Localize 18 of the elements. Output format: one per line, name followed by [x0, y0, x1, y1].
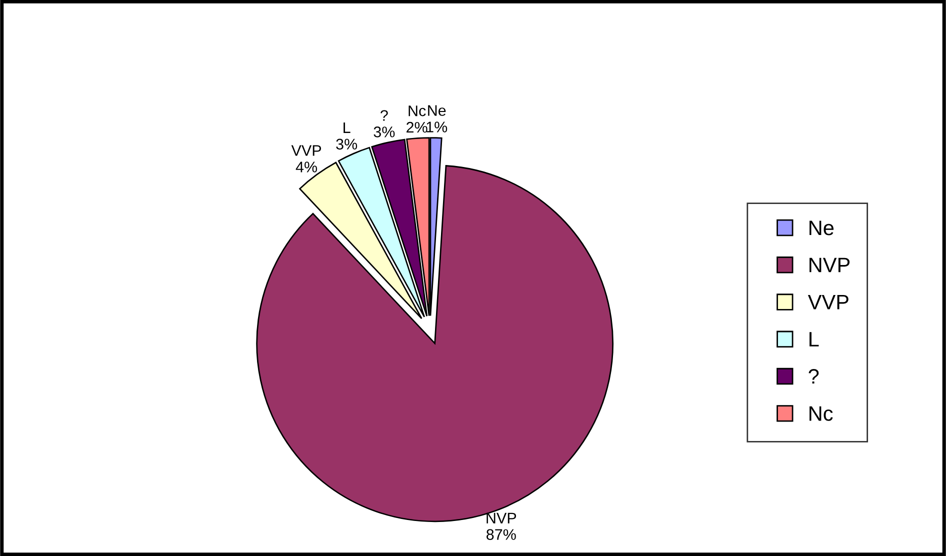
data-label: 87% [486, 529, 516, 540]
legend-label: ? [808, 369, 819, 384]
legend-label: Nc [810, 406, 833, 421]
legend-label: Ne [810, 220, 834, 236]
slice-label: L [344, 122, 350, 133]
data-label: 2% [406, 122, 428, 133]
data-label: 4% [296, 162, 318, 172]
legend-label: NVP [810, 258, 850, 272]
data-label: 3% [374, 126, 395, 138]
legend-label: VVP [808, 294, 848, 310]
data-label: 1% [426, 122, 448, 132]
slice-label: VVP [291, 145, 322, 156]
slice-label: Ne [428, 105, 446, 116]
slice-label: Nc [408, 106, 426, 116]
slice-label: NVP [486, 512, 516, 524]
data-label: 3% [336, 138, 358, 150]
slice-label: ? [380, 110, 388, 121]
legend-label: L [810, 332, 819, 346]
